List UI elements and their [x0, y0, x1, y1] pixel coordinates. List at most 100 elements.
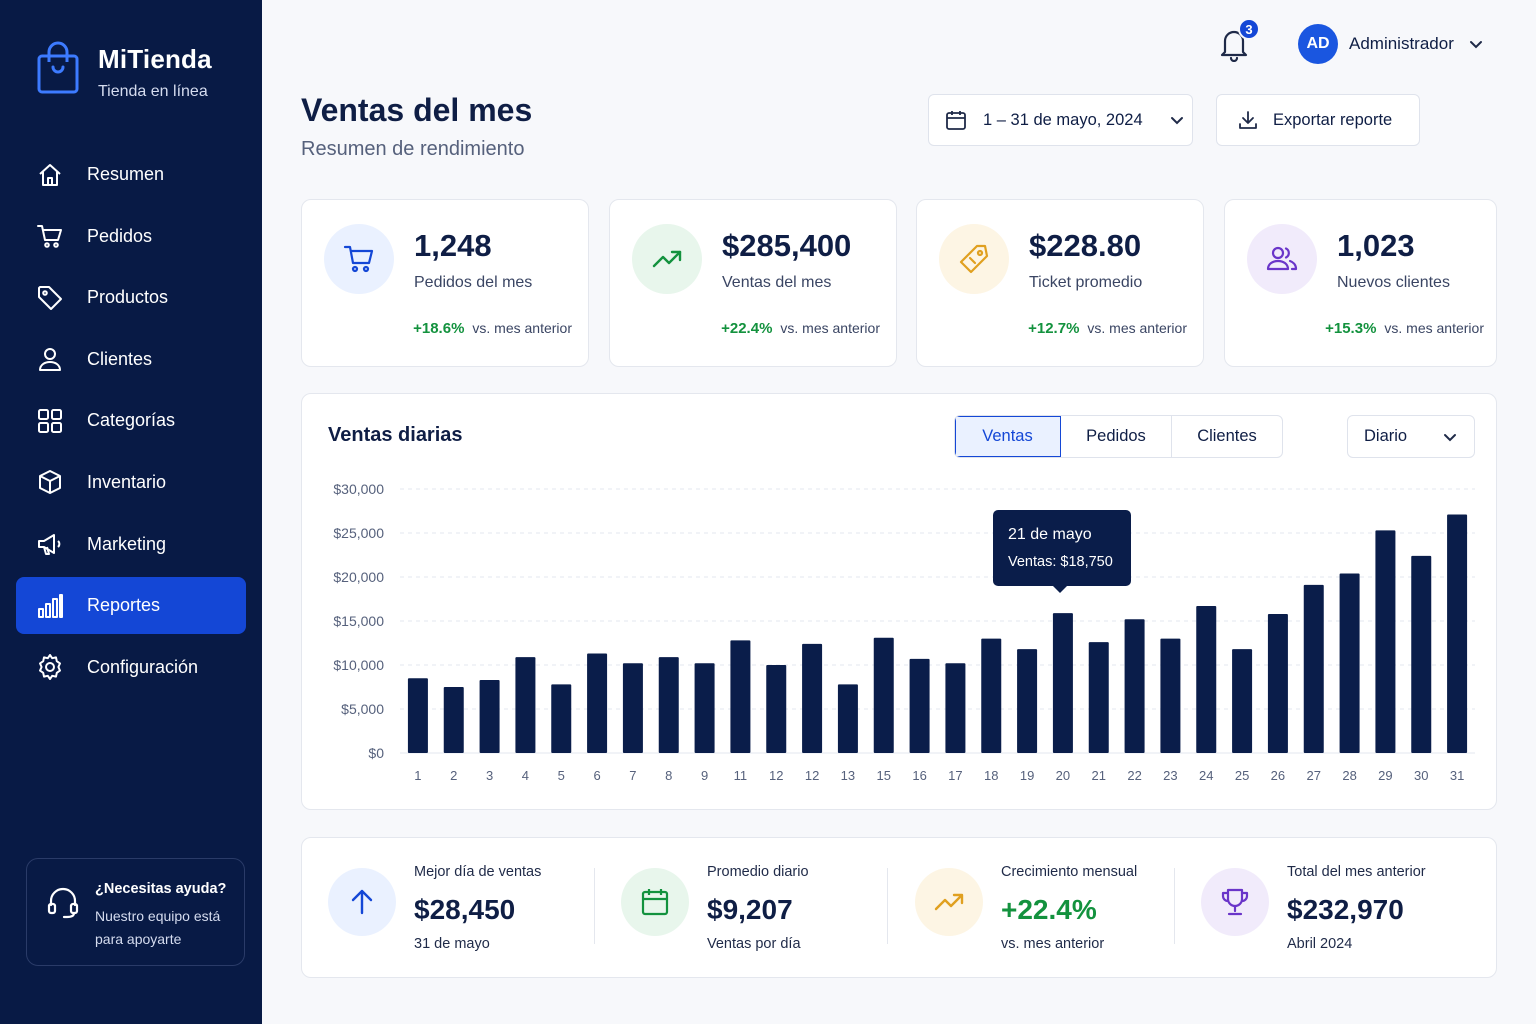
trending-up-icon — [652, 250, 682, 268]
chart-bar — [981, 638, 1002, 753]
chart-bar — [802, 643, 823, 753]
kpi-icon-bg — [939, 224, 1009, 294]
trophy-icon — [1221, 888, 1249, 916]
kpi-change-vs: vs. mes anterior — [780, 320, 880, 336]
y-tick-label: $0 — [368, 745, 384, 761]
chart-metric-tabs: Ventas Pedidos Clientes — [954, 415, 1283, 458]
sidebar-item-reportes[interactable]: Reportes — [16, 577, 246, 635]
tooltip-value: Ventas: $18,750 — [1008, 554, 1113, 570]
chart-bar — [551, 684, 572, 753]
sidebar-item-label: Reportes — [87, 595, 161, 616]
x-tick-label: 4 — [522, 768, 529, 783]
user-icon — [39, 348, 61, 372]
chevron-down-icon — [1444, 434, 1456, 442]
kpi-icon-bg — [632, 224, 702, 294]
x-tick-label: 6 — [593, 768, 600, 783]
x-tick-label: 24 — [1199, 768, 1213, 783]
tab-clientes[interactable]: Clientes — [1197, 427, 1257, 445]
cart-icon — [37, 225, 62, 248]
tag-icon — [38, 285, 62, 310]
x-tick-label: 29 — [1378, 768, 1392, 783]
tooltip-date: 21 de mayo — [1008, 526, 1092, 543]
download-icon — [1239, 111, 1257, 129]
arrow-up-icon — [351, 889, 373, 915]
sidebar-item-productos[interactable]: Productos — [16, 269, 246, 326]
kpi-change: +15.3% vs. mes anterior — [1325, 320, 1484, 337]
chart-title: Ventas diarias — [328, 424, 463, 446]
chevron-down-icon[interactable] — [1468, 36, 1484, 52]
summary-sub: vs. mes anterior — [1001, 936, 1105, 952]
bell-icon[interactable] — [1218, 26, 1250, 62]
kpi-value: 1,023 — [1337, 228, 1415, 263]
grid-icon — [38, 408, 62, 433]
x-tick-label: 28 — [1342, 768, 1356, 783]
kpi-label: Ticket promedio — [1029, 274, 1143, 291]
x-tick-label: 8 — [665, 768, 672, 783]
kpi-card-customers: 1,023 Nuevos clientes +15.3% vs. mes ante… — [1224, 199, 1497, 367]
users-icon — [1266, 246, 1298, 271]
tab-pedidos[interactable]: Pedidos — [1061, 416, 1172, 457]
summary-icon-bg — [621, 868, 689, 936]
x-tick-label: 9 — [701, 768, 708, 783]
sidebar-item-marketing[interactable]: Marketing — [16, 516, 246, 573]
date-range-picker[interactable]: 1 – 31 de mayo, 2024 — [928, 94, 1193, 146]
chart-bar — [1267, 613, 1288, 753]
y-tick-label: $5,000 — [341, 701, 384, 717]
summary-divider — [887, 868, 888, 944]
brand[interactable]: MiTienda Tienda en línea — [36, 40, 212, 101]
chart-bar — [909, 658, 930, 753]
chart-bar — [1017, 649, 1038, 753]
daily-sales-chart: $0 $5,000 $10,000 $15,000 $20,000 $25,000 $30,… — [333, 481, 1475, 783]
x-tick-label: 23 — [1163, 768, 1177, 783]
chart-bar — [1303, 584, 1324, 753]
sidebar-item-clientes[interactable]: Clientes — [16, 331, 246, 388]
x-tick-label: 12 — [769, 768, 783, 783]
x-tick-label: 25 — [1235, 768, 1249, 783]
summary-label: Mejor día de ventas — [414, 864, 542, 880]
chart-bar — [945, 663, 966, 753]
sidebar-item-pedidos[interactable]: Pedidos — [16, 208, 246, 265]
kpi-card-orders: 1,248 Pedidos del mes +18.6% vs. mes ante… — [301, 199, 589, 367]
chart-bar — [515, 657, 536, 753]
shopping-bag-icon — [37, 41, 79, 94]
sidebar-item-label: Inventario — [87, 471, 167, 492]
x-tick-label: 26 — [1271, 768, 1285, 783]
kpi-change-pct: +22.4% — [721, 320, 773, 337]
chart-bar — [837, 684, 858, 753]
x-tick-label: 27 — [1307, 768, 1321, 783]
sidebar-item-resumen[interactable]: Resumen — [16, 146, 246, 203]
summary-value: $9,207 — [707, 894, 793, 925]
x-tick-label: 13 — [841, 768, 855, 783]
sidebar-item-inventario[interactable]: Inventario — [16, 454, 246, 511]
summary-label: Crecimiento mensual — [1001, 864, 1138, 880]
kpi-change-vs: vs. mes anterior — [1087, 320, 1187, 336]
kpi-change-pct: +12.7% — [1028, 320, 1080, 337]
x-tick-label: 1 — [414, 768, 421, 783]
kpi-change: +22.4% vs. mes anterior — [721, 320, 880, 337]
calendar-icon — [946, 111, 966, 130]
x-tick-label: 2 — [450, 768, 457, 783]
date-range-label: 1 – 31 de mayo, 2024 — [983, 110, 1143, 129]
x-tick-label: 17 — [948, 768, 962, 783]
export-report-button[interactable]: Exportar reporte — [1216, 94, 1420, 146]
x-tick-label: 11 — [734, 768, 748, 783]
kpi-value: $228.80 — [1029, 228, 1142, 263]
x-tick-label: 30 — [1414, 768, 1428, 783]
kpi-change: +18.6% vs. mes anterior — [413, 320, 572, 337]
sidebar-item-configuracion[interactable]: Configuración — [16, 639, 246, 696]
chart-tooltip: 21 de mayo Ventas: $18,750 — [993, 510, 1131, 593]
avatar[interactable]: AD — [1298, 24, 1338, 64]
y-tick-label: $10,000 — [333, 657, 384, 673]
user-name[interactable]: Administrador — [1349, 34, 1454, 53]
tab-ventas[interactable]: Ventas — [955, 416, 1061, 457]
chart-bar — [1088, 642, 1109, 753]
sidebar-item-categorias[interactable]: Categorías — [16, 392, 246, 449]
help-box[interactable]: ¿Necesitas ayuda? Nuestro equipo está pa… — [26, 858, 245, 966]
period-select[interactable]: Diario — [1347, 415, 1475, 458]
chart-bar — [407, 678, 428, 753]
summary-sub: Abril 2024 — [1287, 936, 1353, 952]
chart-bar — [873, 637, 894, 753]
daily-sales-chart-card: $0 $5,000 $10,000 $15,000 $20,000 $25,000 $30,… — [301, 393, 1497, 810]
chart-bar — [1339, 573, 1360, 753]
summary-sub: 31 de mayo — [414, 936, 490, 952]
